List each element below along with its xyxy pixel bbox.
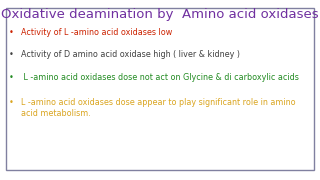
- FancyBboxPatch shape: [6, 8, 314, 170]
- Text: •: •: [9, 73, 14, 82]
- Text: L -amino acid oxidases dose appear to play significant role in amino
acid metabo: L -amino acid oxidases dose appear to pl…: [21, 98, 295, 118]
- Text: L -amino acid oxidases dose not act on Glycine & di carboxylic acids: L -amino acid oxidases dose not act on G…: [21, 73, 299, 82]
- Text: •: •: [9, 50, 14, 59]
- Text: •: •: [9, 28, 14, 37]
- Text: Oxidative deamination by  Amino acid oxidases: Oxidative deamination by Amino acid oxid…: [1, 8, 319, 21]
- Text: Activity of L -amino acid oxidases low: Activity of L -amino acid oxidases low: [21, 28, 172, 37]
- Text: Activity of D amino acid oxidase high ( liver & kidney ): Activity of D amino acid oxidase high ( …: [21, 50, 240, 59]
- Text: •: •: [9, 98, 14, 107]
